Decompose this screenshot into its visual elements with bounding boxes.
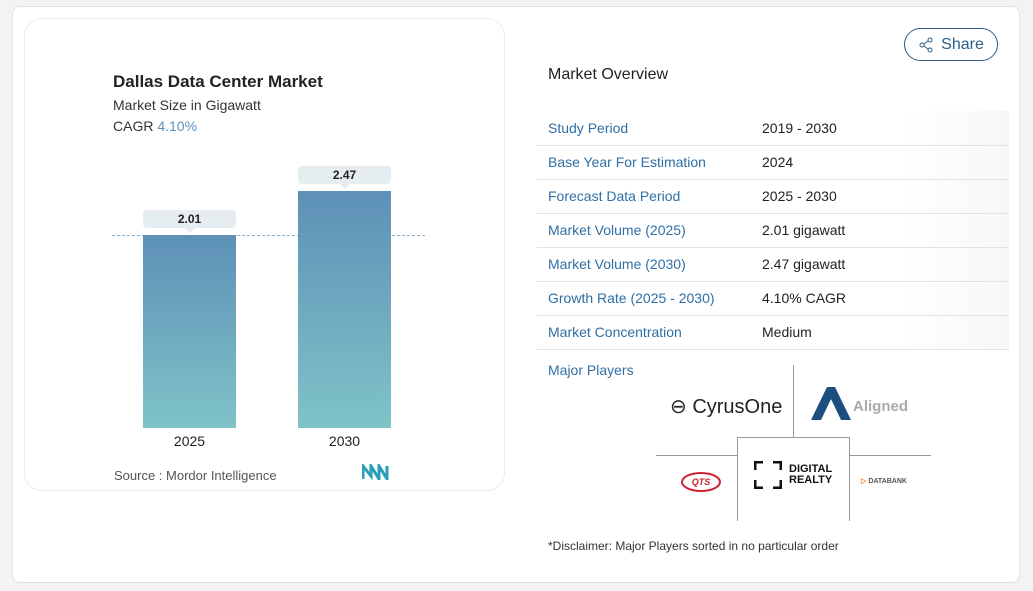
overview-row: Study Period 2019 - 2030 xyxy=(537,111,1009,146)
overview-title: Market Overview xyxy=(548,66,669,83)
row-label: Market Volume (2025) xyxy=(537,213,751,248)
share-button[interactable]: Share xyxy=(904,28,998,61)
divider xyxy=(849,455,931,456)
share-label: Share xyxy=(941,35,984,53)
overview-row: Market Volume (2025) 2.01 gigawatt xyxy=(537,213,1009,248)
digital-realty-logo-icon xyxy=(754,461,782,489)
data-label: 2.01 xyxy=(143,210,236,234)
reference-line xyxy=(112,235,425,236)
logo-digital-realty: DIGITAL REALTY xyxy=(789,463,833,486)
overview-table: Study Period 2019 - 2030 Base Year For Est… xyxy=(537,111,1009,350)
overview-row: Growth Rate (2025 - 2030) 4.10% CAGR xyxy=(537,281,1009,316)
row-label: Forecast Data Period xyxy=(537,179,751,214)
bar-2025 xyxy=(143,235,236,428)
row-value: 4.10% CAGR xyxy=(751,281,1009,316)
overview-row: Market Concentration Medium xyxy=(537,315,1009,350)
cagr-label: CAGR xyxy=(113,118,154,134)
row-label: Growth Rate (2025 - 2030) xyxy=(537,281,751,316)
divider xyxy=(656,455,738,456)
mordor-logo-icon xyxy=(362,464,389,480)
row-value: 2019 - 2030 xyxy=(751,111,1009,146)
row-label: Market Concentration xyxy=(537,315,751,350)
overview-row: Market Volume (2030) 2.47 gigawatt xyxy=(537,247,1009,282)
row-label: Market Volume (2030) xyxy=(537,247,751,282)
overview-row: Forecast Data Period 2025 - 2030 xyxy=(537,179,1009,214)
logo-cyrusone: ⊖ CyrusOne xyxy=(670,396,783,418)
cagr: CAGR 4.10% xyxy=(113,118,197,134)
row-value: 2024 xyxy=(751,145,1009,180)
logo-aligned: Aligned xyxy=(853,398,908,415)
row-label: Base Year For Estimation xyxy=(537,145,751,180)
data-label: 2.47 xyxy=(298,165,391,189)
cagr-value: 4.10% xyxy=(157,118,198,134)
chart-subtitle: Market Size in Gigawatt xyxy=(113,97,261,113)
databank-icon: ▷ xyxy=(861,478,867,485)
row-value: 2.01 gigawatt xyxy=(751,213,1009,248)
divider xyxy=(793,365,794,437)
logo-databank: ▷ DATABANK xyxy=(861,478,907,485)
chart-title: Dallas Data Center Market xyxy=(113,72,323,91)
aligned-logo-icon xyxy=(811,387,851,420)
featured-player-box xyxy=(737,437,850,521)
overview-row: Base Year For Estimation 2024 xyxy=(537,145,1009,180)
disclaimer: *Disclaimer: Major Players sorted in no … xyxy=(548,539,839,553)
share-icon xyxy=(919,37,933,52)
bar-2030 xyxy=(298,190,391,428)
row-label: Study Period xyxy=(537,111,751,146)
x-tick-label: 2030 xyxy=(328,433,361,449)
row-value: Medium xyxy=(751,315,1009,350)
x-tick-label: 2025 xyxy=(173,433,206,449)
major-players-title: Major Players xyxy=(548,362,634,378)
row-value: 2.47 gigawatt xyxy=(751,247,1009,282)
source-text: Source : Mordor Intelligence xyxy=(114,468,277,483)
logo-qts: QTS xyxy=(681,472,721,492)
row-value: 2025 - 2030 xyxy=(751,179,1009,214)
chart-card xyxy=(24,18,505,491)
